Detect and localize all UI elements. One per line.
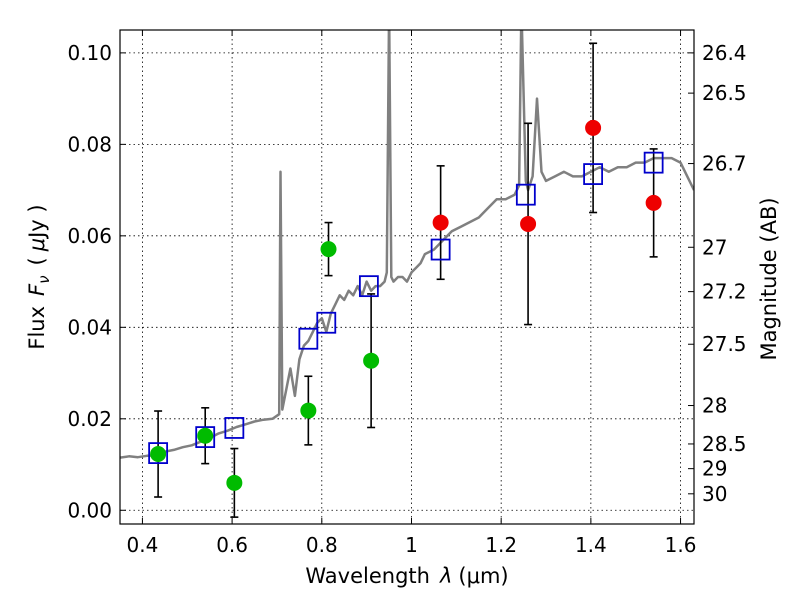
- magnitude-tick-label: 29: [702, 457, 727, 481]
- x-tick-label: 1: [405, 533, 418, 557]
- optical-photometry-point: [320, 241, 337, 258]
- x-tick-label: 0.6: [216, 533, 248, 557]
- magnitude-tick-label: 27: [702, 235, 727, 259]
- magnitude-tick-label: 26.7: [702, 152, 747, 176]
- y-tick-label: 0.02: [67, 407, 112, 431]
- x-axis-ticks: 0.4 0.6 0.8 1 1.2 1.4 1.6: [127, 30, 697, 557]
- optical-photometry-point: [300, 402, 317, 419]
- magnitude-tick-label: 26.4: [702, 41, 747, 65]
- nir-photometry-point: [432, 214, 449, 231]
- model-photometry-square: [358, 275, 379, 298]
- x-tick-label: 1.2: [485, 533, 517, 557]
- plot-frame: [119, 29, 695, 525]
- magnitude-tick-label: 30: [702, 482, 727, 506]
- model-photometry-square: [224, 417, 245, 439]
- y-axis-ticks: 0.00 0.02 0.04 0.06 0.08 0.10: [67, 41, 126, 522]
- magnitude-tick-label: 26.5: [702, 81, 747, 105]
- nir-photometry-point: [585, 119, 602, 136]
- y-tick-label: 0.04: [67, 315, 112, 339]
- spectrum-layer: [120, 30, 694, 459]
- magnitude-tick-label: 28: [702, 394, 727, 418]
- y-tick-label: 0.08: [67, 132, 112, 156]
- magnitude-axis-label: Magnitude (AB): [757, 197, 781, 360]
- magnitude-tick-label: 27.2: [702, 280, 747, 304]
- optical-photometry-point: [197, 427, 214, 444]
- y-tick-label: 0.10: [67, 41, 112, 65]
- model-photometry-square: [298, 327, 319, 350]
- model-photometry-square: [195, 426, 216, 448]
- x-tick-label: 0.4: [127, 533, 159, 557]
- y-axis-label: FluxFν(μJy ): [25, 204, 53, 349]
- model-photometry-square: [583, 163, 604, 185]
- magnitude-tick-label: 27.5: [702, 332, 747, 356]
- grid-lines: [120, 30, 694, 524]
- x-axis-label: Wavelength λ (μm): [305, 564, 508, 588]
- y-tick-label: 0.00: [67, 498, 112, 522]
- model-spectrum-line: [120, 30, 694, 459]
- model-photometry-square: [515, 183, 536, 206]
- x-tick-label: 1.4: [575, 533, 607, 557]
- x-tick-label: 0.8: [306, 533, 338, 557]
- model-photometry-square: [430, 238, 451, 261]
- model-photometry-square: [316, 311, 337, 334]
- y-tick-label: 0.06: [67, 224, 112, 248]
- magnitude-tick-label: 28.5: [702, 432, 747, 456]
- nir-photometry-point: [645, 194, 662, 211]
- optical-photometry-point: [150, 446, 167, 463]
- model-photometry-square: [643, 151, 664, 174]
- nir-photometry-point: [520, 215, 537, 232]
- marker-layer: [148, 119, 664, 491]
- optical-photometry-point: [226, 474, 243, 491]
- model-photometry-square: [148, 442, 169, 465]
- x-tick-label: 1.6: [665, 533, 697, 557]
- optical-photometry-point: [363, 352, 380, 369]
